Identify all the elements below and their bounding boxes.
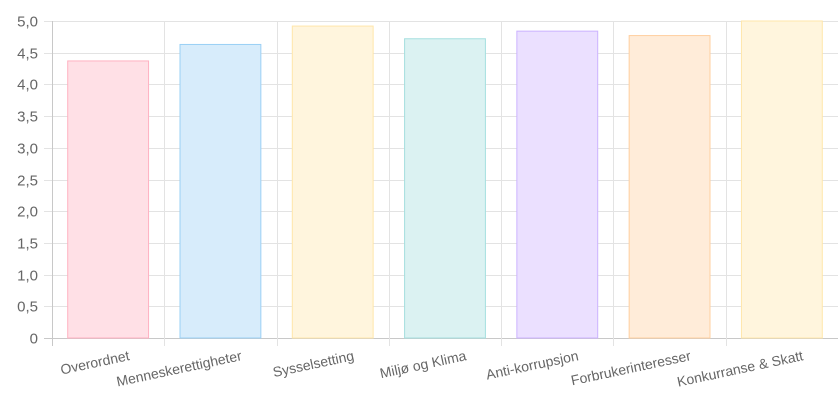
bar — [628, 35, 711, 339]
x-tick-label: Sysselsetting — [271, 347, 355, 380]
x-tick-label: Anti-korrupsjon — [484, 347, 579, 382]
y-tick-label: 1,5 — [17, 236, 38, 253]
bar — [516, 30, 599, 339]
x-tick-label: Menneskerettigheter — [115, 347, 243, 389]
bars — [67, 20, 823, 339]
y-tick-label: 2,5 — [17, 173, 38, 190]
y-tick-label: 5,0 — [17, 14, 38, 31]
x-tick-label: Forbrukerinteresser — [569, 347, 692, 388]
bar — [179, 43, 262, 339]
x-tick-label: Miljø og Klima — [378, 347, 468, 381]
x-tick-label: Konkurranse & Skatt — [676, 347, 805, 389]
y-tick-label: 2,0 — [17, 204, 38, 221]
y-tick-label: 4,5 — [17, 46, 38, 63]
y-tick-label: 4,0 — [17, 77, 38, 94]
y-tick-label: 1,0 — [17, 268, 38, 285]
y-axis-ticks: 0 0,5 1,0 1,5 2,0 2,5 3,0 3,5 4,0 4,5 5,0 — [17, 14, 38, 348]
bar — [291, 25, 374, 339]
bar — [404, 38, 486, 339]
y-tick-label: 3,5 — [17, 109, 38, 126]
bar — [67, 60, 150, 339]
y-tick-label: 0 — [30, 331, 38, 348]
bar — [740, 20, 823, 339]
y-tick-label: 3,0 — [17, 141, 38, 158]
y-tick-label: 0,5 — [17, 299, 38, 316]
